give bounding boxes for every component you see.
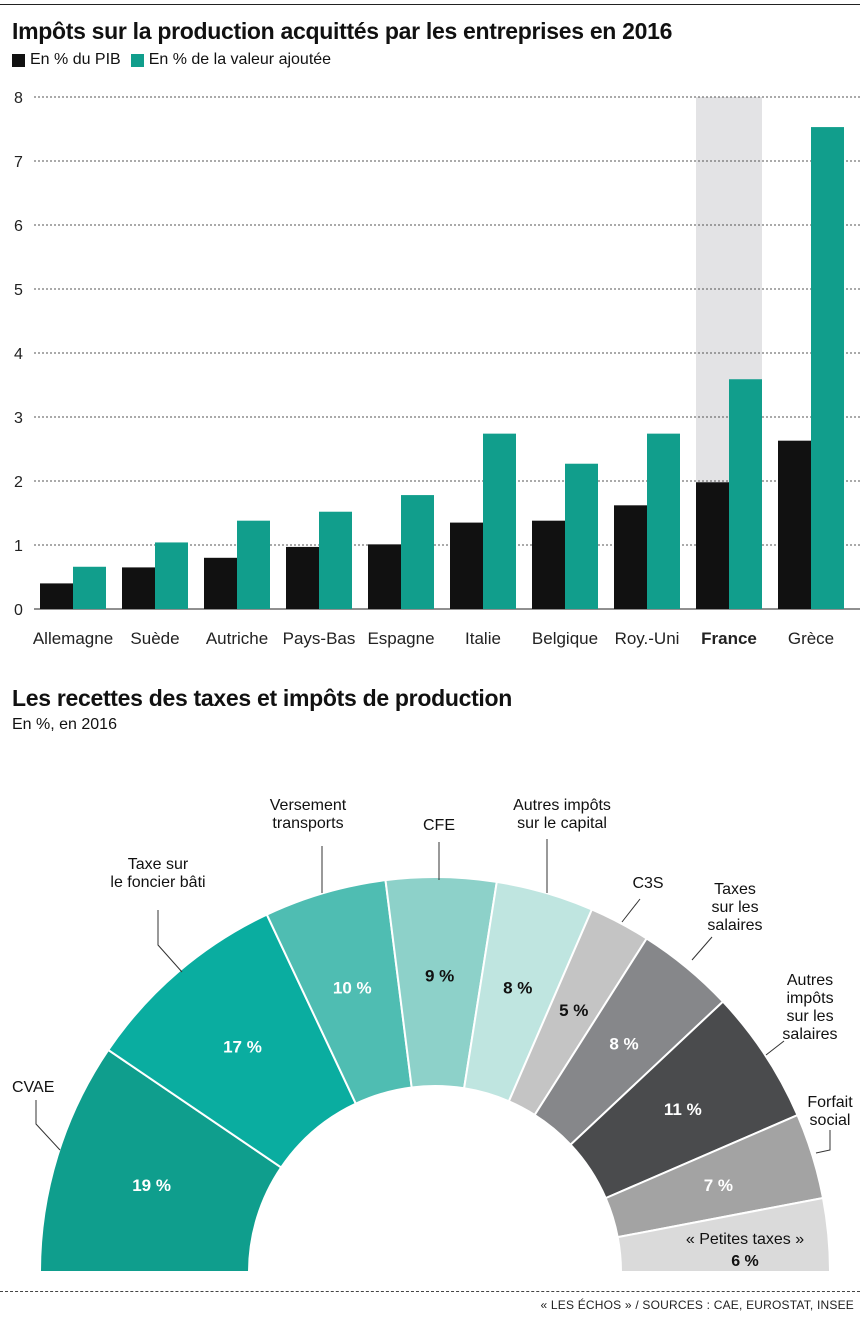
y-tick-label: 3 (14, 410, 23, 427)
donut-chart-subtitle: En %, en 2016 (12, 716, 117, 733)
slice-label: C3S (632, 875, 663, 892)
slice-label: Autres impôts sur le capital (513, 797, 611, 832)
x-tick-label: France (701, 629, 757, 648)
y-tick-label: 5 (14, 282, 23, 299)
slice-value-label: 8 % (609, 1035, 638, 1054)
slice-label: CFE (423, 817, 455, 834)
legend-swatch-valeur-ajoutee (130, 53, 144, 67)
y-tick-label: 2 (14, 474, 23, 491)
y-tick-label: 4 (14, 346, 23, 363)
x-tick-label: Autriche (206, 629, 268, 648)
source-credit: « LES ÉCHOS » / SOURCES : CAE, EUROSTAT,… (540, 1298, 854, 1312)
x-tick-label: Allemagne (33, 629, 113, 648)
slice-label: Forfait social (807, 1094, 853, 1129)
bar-pib (614, 505, 647, 609)
bar-valeur-ajoutee (401, 495, 434, 609)
x-tick-label: Italie (465, 629, 501, 648)
x-tick-label: Belgique (532, 629, 598, 648)
slice-label: Taxe sur le foncier bâti (110, 856, 205, 891)
legend-label-valeur-ajoutee: En % de la valeur ajoutée (148, 51, 332, 68)
bar-valeur-ajoutee (319, 511, 352, 609)
bar-valeur-ajoutee (811, 127, 844, 609)
bar-valeur-ajoutee (729, 379, 762, 609)
bottom-rule (0, 1291, 860, 1292)
slice-value-label: 17 % (223, 1038, 262, 1057)
legend-item-pib: En % du PIB (12, 51, 121, 69)
leader-line (815, 1130, 831, 1154)
bar-pib (40, 583, 73, 609)
slice-value-label: 7 % (704, 1176, 733, 1195)
bar-valeur-ajoutee (73, 566, 106, 609)
bar-valeur-ajoutee (483, 433, 516, 609)
x-tick-label: Espagne (367, 629, 434, 648)
y-tick-label: 7 (14, 154, 23, 171)
bar-valeur-ajoutee (647, 433, 680, 609)
x-tick-label: Pays-Bas (283, 629, 356, 648)
donut-slice (38, 1048, 283, 1273)
bar-pib (122, 567, 155, 609)
slice-value-label: 8 % (503, 978, 532, 997)
slice-value-label: 6 % (731, 1253, 759, 1270)
x-tick-label: Suède (130, 629, 179, 648)
leader-line (35, 1100, 61, 1151)
leader-line (691, 936, 713, 961)
y-tick-label: 0 (14, 602, 23, 619)
y-tick-label: 6 (14, 218, 23, 235)
bar-pib (696, 482, 729, 609)
x-tick-label: Roy.-Uni (615, 629, 680, 648)
bar-chart-title: Impôts sur la production acquittés par l… (12, 18, 673, 44)
donut-slice (616, 1196, 832, 1273)
slice-value-label: 5 % (559, 1001, 588, 1020)
leader-line (765, 1040, 785, 1056)
legend-item-valeur-ajoutee: En % de la valeur ajoutée (130, 51, 332, 69)
leader-line (621, 898, 641, 923)
bar-valeur-ajoutee (155, 542, 188, 609)
bar-valeur-ajoutee (565, 463, 598, 609)
slice-label: Autres impôts sur les salaires (782, 972, 837, 1043)
y-tick-label: 8 (14, 90, 23, 107)
bar-pib (204, 557, 237, 609)
bar-pib (286, 546, 319, 609)
x-tick-label: Grèce (788, 629, 834, 648)
legend-swatch-pib (12, 53, 25, 67)
slice-label: « Petites taxes » (686, 1231, 804, 1248)
slice-value-label: 19 % (132, 1176, 171, 1195)
leader-line (157, 910, 183, 973)
slice-label: Versement transports (270, 797, 347, 832)
y-tick-label: 1 (14, 538, 23, 555)
bar-chart-legend: En % du PIB En % de la valeur ajoutée (12, 51, 341, 69)
legend-label-pib: En % du PIB (30, 51, 121, 68)
bar-pib (532, 520, 565, 609)
slice-value-label: 11 % (664, 1100, 702, 1119)
bar-pib (778, 440, 811, 609)
slice-label: CVAE (12, 1079, 54, 1096)
top-rule (0, 4, 860, 5)
donut-chart-title: Les recettes des taxes et impôts de prod… (12, 685, 513, 711)
bar-valeur-ajoutee (237, 520, 270, 609)
slice-label: Taxes sur les salaires (707, 881, 762, 934)
bar-pib (368, 544, 401, 609)
bar-pib (450, 522, 483, 609)
slice-value-label: 9 % (425, 967, 454, 986)
slice-value-label: 10 % (333, 978, 372, 997)
